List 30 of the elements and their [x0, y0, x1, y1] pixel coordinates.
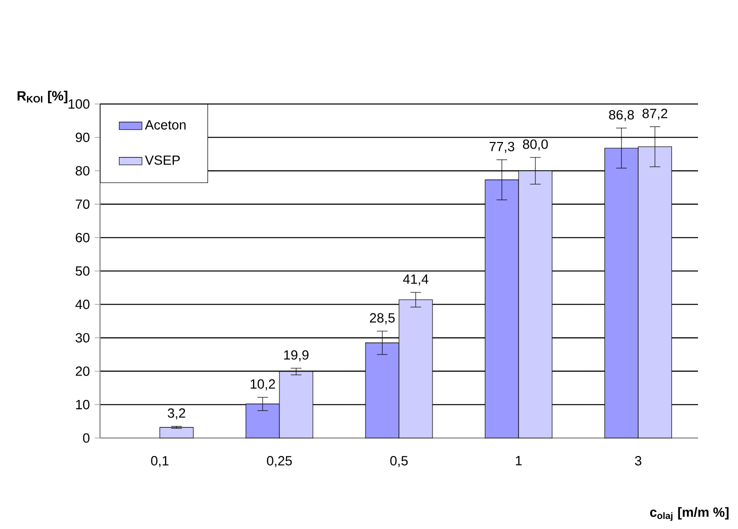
data-label: 41,4	[403, 274, 428, 286]
x-tick-label: 0,1	[151, 456, 168, 468]
data-label: 77,3	[490, 142, 514, 153]
legend-label: VSEP	[144, 155, 180, 165]
y-tick-label: 90	[76, 132, 90, 142]
data-label: 19,9	[284, 350, 308, 362]
data-label: 87,2	[642, 108, 668, 120]
y-tick-label: 60	[76, 232, 90, 242]
x-tick-label: 0,5	[390, 456, 408, 468]
y-tick-label: 100	[68, 99, 90, 109]
y-tick-label: 0	[83, 433, 90, 443]
x-axis-title: c$_{olaj}$ [m/m %]	[650, 507, 729, 521]
legend-label: Aceton	[144, 120, 186, 130]
y-tick-label: 30	[76, 333, 90, 343]
data-label: 3,2	[168, 408, 186, 420]
y-tick-label: 20	[76, 366, 90, 376]
y-tick-label: 70	[76, 199, 90, 209]
data-label: 28,5	[370, 313, 395, 324]
y-axis-title: R$_{KOI}$ [%]	[18, 90, 68, 104]
bar	[160, 427, 194, 438]
data-label: 80,0	[522, 139, 548, 151]
data-label: 86,8	[609, 110, 634, 122]
y-tick-label: 40	[75, 300, 90, 310]
x-tick-label: 1	[516, 456, 522, 466]
y-tick-label: 10	[76, 400, 90, 410]
y-tick-label: 80	[76, 166, 90, 176]
data-label: 10,2	[250, 379, 275, 390]
x-tick-label: 3	[634, 456, 642, 466]
x-tick-label: 0,25	[266, 456, 292, 468]
y-tick-label: 50	[76, 266, 90, 276]
